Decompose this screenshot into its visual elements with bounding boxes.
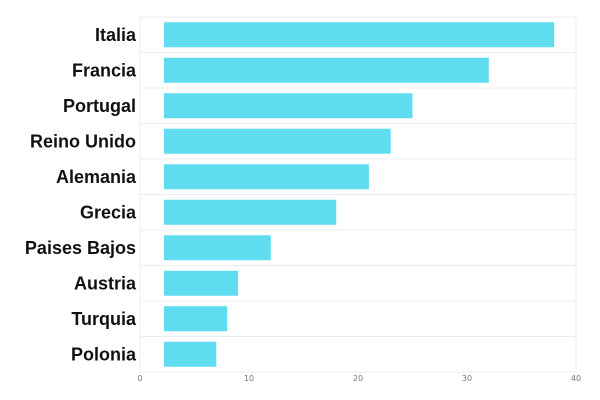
category-label: Portugal (63, 96, 136, 116)
grid-lines (139, 16, 577, 373)
category-label: Austria (74, 273, 137, 293)
bar-reino-unido (164, 128, 391, 154)
category-label: Paises Bajos (25, 238, 136, 258)
category-label: Italia (95, 25, 137, 45)
bar-paises-bajos (164, 235, 271, 261)
category-label: Reino Unido (30, 131, 136, 151)
x-tick-label: 20 (353, 374, 363, 383)
bar-turquia (164, 306, 228, 332)
x-tick-label: 0 (137, 374, 142, 383)
bar-polonia (164, 341, 217, 367)
bar-italia (164, 22, 555, 48)
category-label: Francia (72, 60, 137, 80)
x-axis-ticks: 0 10 20 30 40 (137, 374, 581, 383)
bar-alemania (164, 164, 369, 190)
bars (164, 22, 555, 367)
x-tick-label: 40 (571, 374, 581, 383)
category-label: Turquia (71, 309, 137, 329)
bar-francia (164, 57, 489, 83)
x-tick-label: 30 (462, 374, 472, 383)
category-label: Alemania (56, 167, 137, 187)
category-label: Polonia (71, 344, 137, 364)
x-tick-label: 10 (244, 374, 254, 383)
bar-portugal (164, 93, 413, 119)
category-labels: Italia Francia Portugal Reino Unido Alemania… (25, 25, 137, 365)
category-label: Grecia (80, 202, 137, 222)
bar-grecia (164, 199, 337, 225)
bar-austria (164, 270, 239, 296)
